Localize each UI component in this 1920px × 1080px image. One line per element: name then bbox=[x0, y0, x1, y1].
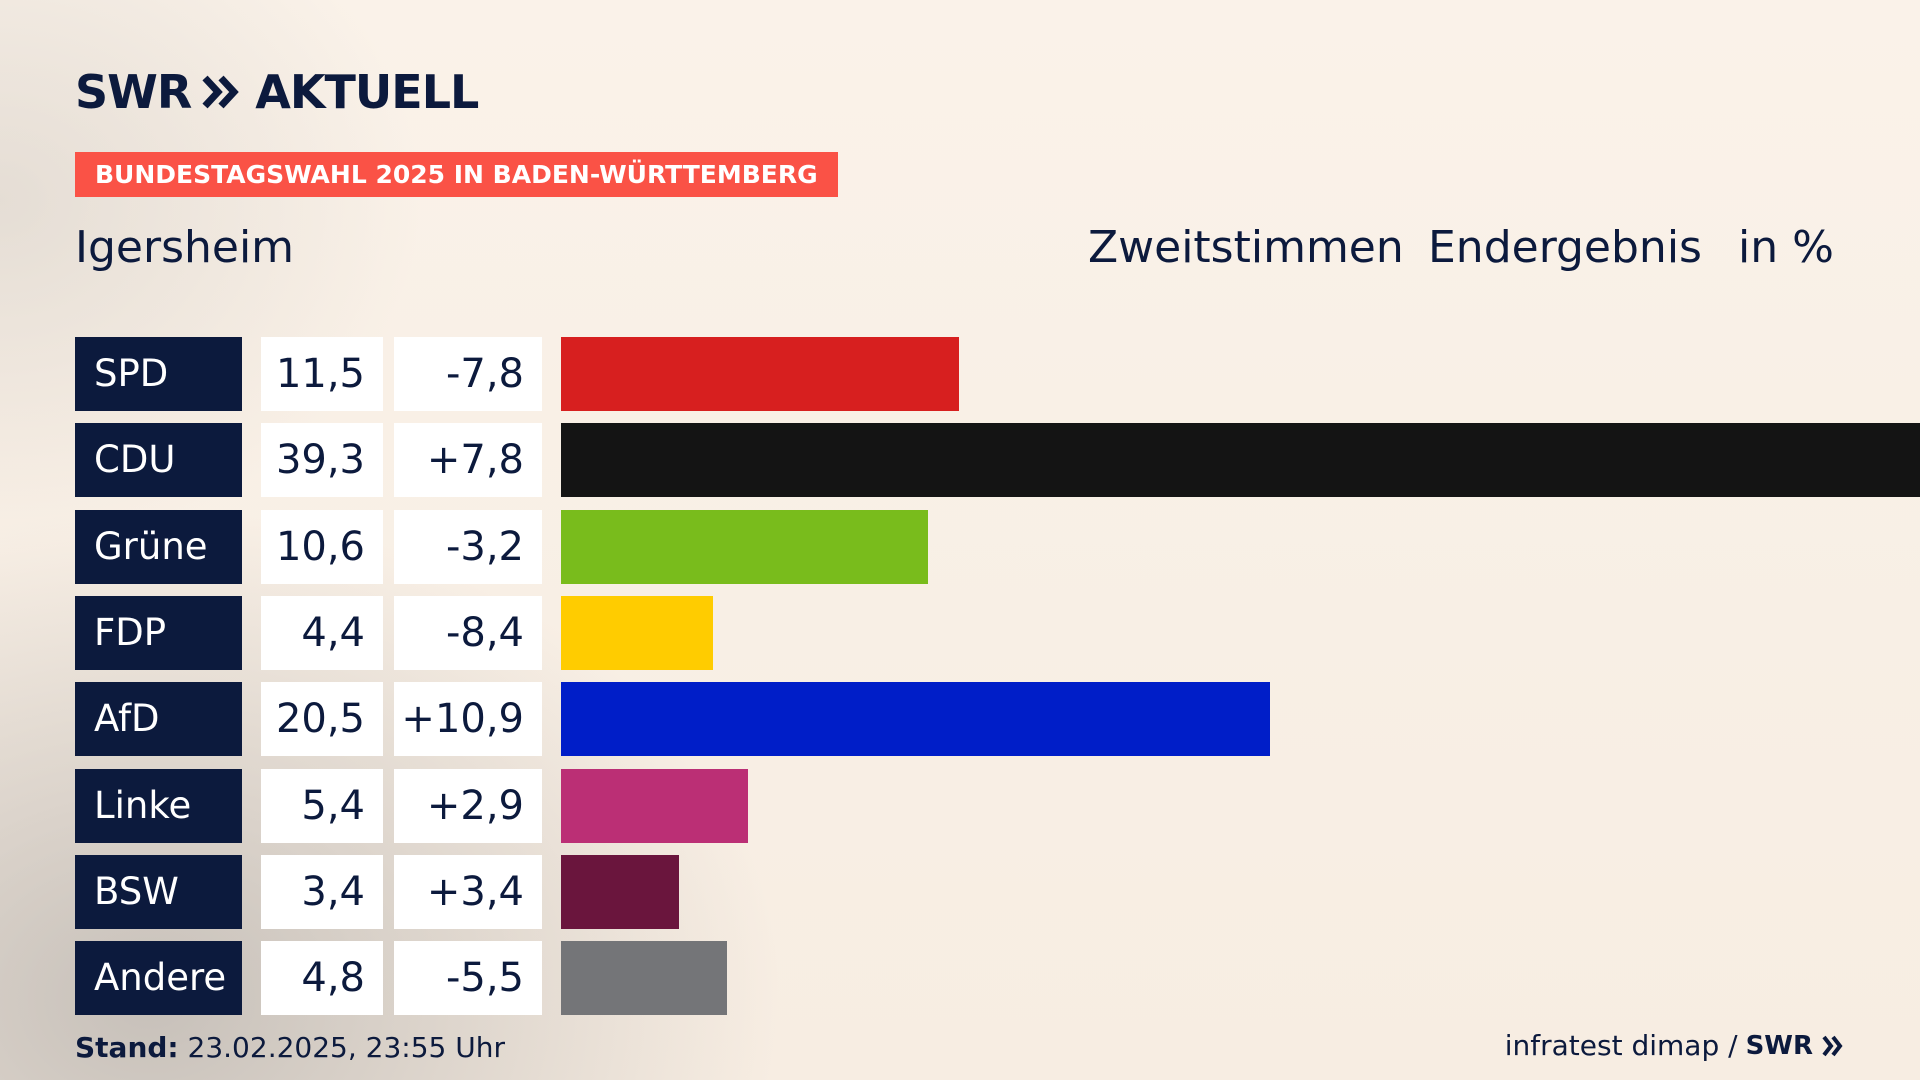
double-chevron-icon bbox=[202, 75, 240, 109]
vote-share-label: 5,4 bbox=[261, 768, 383, 843]
party-label: AfD bbox=[75, 682, 242, 757]
swr-logo-text: SWR bbox=[75, 65, 192, 119]
source-text: infratest dimap / bbox=[1504, 1029, 1738, 1062]
stand-value: 23.02.2025, 23:55 Uhr bbox=[187, 1031, 505, 1064]
chart-row: Linke 5,4 +2,9 bbox=[75, 768, 1855, 843]
change-label: -7,8 bbox=[394, 337, 542, 411]
party-label: Andere bbox=[75, 941, 242, 1016]
election-tag: BUNDESTAGSWAHL 2025 IN BADEN-WÜRTTEMBERG bbox=[75, 152, 838, 197]
change-label: +2,9 bbox=[394, 768, 542, 843]
party-label: SPD bbox=[75, 337, 242, 411]
bar bbox=[561, 682, 1270, 757]
status-header: Endergebnis bbox=[1428, 222, 1702, 273]
party-label: CDU bbox=[75, 423, 242, 498]
location-title: Igersheim bbox=[75, 222, 295, 273]
stand-label: Stand: bbox=[75, 1031, 179, 1064]
bar bbox=[561, 854, 679, 929]
change-label: -5,5 bbox=[394, 941, 542, 1016]
aktuell-logo-text: AKTUELL bbox=[255, 65, 479, 119]
change-label: +3,4 bbox=[394, 854, 542, 929]
footer-stand: Stand: 23.02.2025, 23:55 Uhr bbox=[75, 1030, 505, 1066]
chart-row: SPD 11,5 -7,8 bbox=[75, 337, 1855, 411]
chart-row: CDU 39,3 +7,8 bbox=[75, 423, 1920, 498]
vote-share-label: 10,6 bbox=[261, 509, 383, 584]
footer-source: infratest dimap / SWR bbox=[1505, 1028, 1845, 1064]
party-label: Linke bbox=[75, 768, 242, 843]
chart-row: BSW 3,4 +3,4 bbox=[75, 854, 1855, 929]
bar bbox=[561, 337, 959, 411]
chart-row: Grüne 10,6 -3,2 bbox=[75, 509, 1855, 584]
vote-share-label: 39,3 bbox=[261, 423, 383, 498]
vote-share-label: 20,5 bbox=[261, 682, 383, 757]
bar bbox=[561, 595, 714, 670]
change-label: -3,2 bbox=[394, 509, 542, 584]
vote-type-header: Zweitstimmen bbox=[1088, 222, 1404, 273]
change-label: +10,9 bbox=[394, 682, 542, 757]
footer-swr-logo: SWR bbox=[1745, 1031, 1813, 1061]
vote-share-label: 11,5 bbox=[261, 337, 383, 411]
bar bbox=[561, 423, 1920, 498]
unit-header: in % bbox=[1738, 222, 1834, 273]
vote-share-label: 4,8 bbox=[261, 941, 383, 1016]
chart-row: Andere 4,8 -5,5 bbox=[75, 941, 1855, 1016]
change-label: -8,4 bbox=[394, 595, 542, 670]
chart-row: AfD 20,5 +10,9 bbox=[75, 682, 1855, 757]
party-label: BSW bbox=[75, 854, 242, 929]
bar bbox=[561, 768, 748, 843]
vote-share-label: 3,4 bbox=[261, 854, 383, 929]
chart-row: FDP 4,4 -8,4 bbox=[75, 595, 1855, 670]
bar bbox=[561, 941, 727, 1016]
vote-share-label: 4,4 bbox=[261, 595, 383, 670]
swr-aktuell-logo: SWR AKTUELL bbox=[75, 65, 479, 119]
change-label: +7,8 bbox=[394, 423, 542, 498]
bar bbox=[561, 509, 928, 584]
party-label: FDP bbox=[75, 595, 242, 670]
footer-chevron-icon bbox=[1822, 1035, 1843, 1057]
party-label: Grüne bbox=[75, 509, 242, 584]
